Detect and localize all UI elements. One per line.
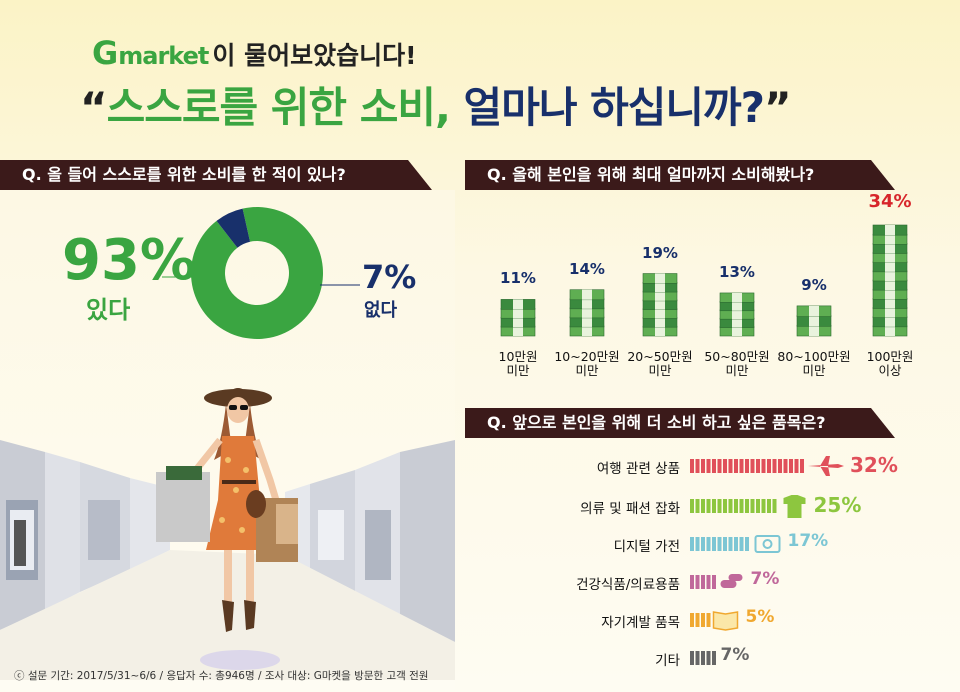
- question-bar-1: Q. 올 들어 스스로를 위한 소비를 한 적이 있나?: [0, 160, 432, 190]
- hbar-pct-1: 25%: [813, 493, 862, 517]
- brand-suffix: 이 물어보았습니다!: [212, 41, 417, 70]
- money-pct-4: 9%: [801, 275, 827, 294]
- question-bar-2: Q. 올해 본인을 위해 최대 얼마까지 소비해봤나?: [465, 160, 895, 190]
- hbar-category-1: 의류 및 패션 잡화: [580, 501, 680, 517]
- page-title: “스스로를 위한 소비, 얼마나 하십니까?”: [80, 74, 792, 135]
- headline-green: 스스로를 위한 소비,: [106, 83, 451, 132]
- money-category-2: 20~50만원 미만: [627, 349, 693, 378]
- hbar-pct-2: 17%: [787, 531, 829, 551]
- money-pct-3: 13%: [719, 262, 755, 281]
- headline-navy: 얼마나 하십니까?: [449, 83, 765, 132]
- headline-close-quote: ”: [764, 83, 792, 132]
- no-label: 없다: [364, 300, 398, 321]
- brand-logo-g: G: [92, 34, 119, 72]
- money-pct-0: 11%: [500, 269, 536, 288]
- hbar-pct-3: 7%: [750, 569, 780, 589]
- hbar-category-3: 건강식품/의료용품: [576, 577, 680, 593]
- money-pct-2: 19%: [642, 243, 678, 262]
- money-category-3: 50~80만원 미만: [704, 349, 770, 378]
- hbar-pct-0: 32%: [850, 453, 898, 477]
- shopper-illustration: [0, 388, 455, 680]
- money-pct-1: 14%: [569, 259, 605, 278]
- brand-logo-text: market: [118, 42, 209, 70]
- survey-note: ⓒ 설문 기간: 2017/5/31~6/6 / 응답자 수: 총946명 / …: [14, 670, 429, 682]
- headline-open-quote: “: [80, 83, 108, 132]
- money-category-4: 80~100만원 미만: [777, 349, 851, 378]
- hbar-category-4: 자기계발 품목: [601, 615, 680, 631]
- yes-label: 있다: [86, 296, 131, 324]
- hbar-pct-5: 7%: [720, 645, 750, 665]
- shopper-shadow: [200, 650, 280, 670]
- hbar-category-2: 디지털 가전: [613, 539, 680, 555]
- no-percent: 7%: [362, 258, 417, 296]
- money-pct-5: 34%: [868, 191, 912, 212]
- street-buildings-right: [285, 440, 455, 642]
- street-buildings-left: [0, 440, 170, 630]
- money-category-0: 10만원 미만: [498, 349, 538, 378]
- question-bar-3: Q. 앞으로 본인을 위해 더 소비 하고 싶은 품목은?: [465, 408, 895, 438]
- hbar-category-0: 여행 관련 상품: [596, 461, 680, 477]
- money-category-1: 10~20만원 미만: [554, 349, 620, 378]
- hbar-pct-4: 5%: [745, 607, 775, 627]
- money-category-5: 100만원 이상: [866, 349, 914, 378]
- shopper-figure: [156, 388, 298, 632]
- hbar-category-5: 기타: [655, 653, 680, 669]
- yes-percent: 93%: [62, 228, 197, 293]
